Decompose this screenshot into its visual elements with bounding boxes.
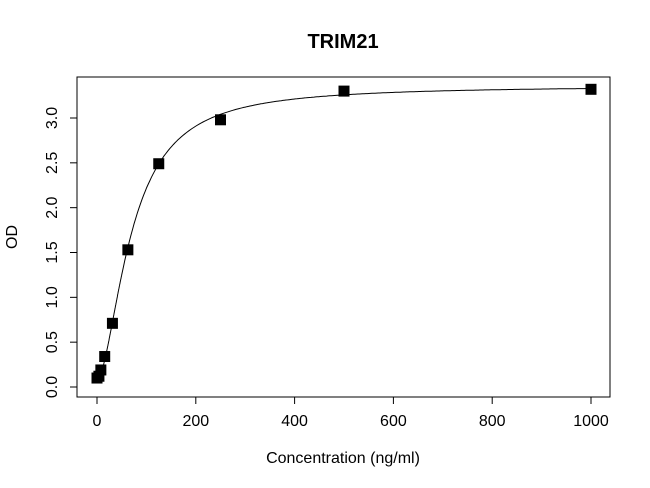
y-tick-label: 1.0 <box>44 286 61 308</box>
data-points <box>91 83 597 384</box>
data-point <box>215 114 226 126</box>
data-point <box>338 85 350 97</box>
y-tick-label: 2.5 <box>44 152 61 174</box>
y-axis: 0.0 0.5 1.0 1.5 2.0 2.5 3.0 <box>44 107 78 398</box>
data-point <box>153 158 165 170</box>
data-point <box>93 370 105 382</box>
x-tick-label: 600 <box>380 413 407 430</box>
y-tick-label: 0.0 <box>44 376 61 398</box>
x-axis: 0 200 400 600 800 1000 <box>93 396 609 430</box>
x-tick-label: 800 <box>479 413 506 430</box>
x-axis-label: Concentration (ng/ml) <box>266 450 420 467</box>
y-tick-label: 0.5 <box>44 331 61 353</box>
data-point <box>106 317 118 329</box>
chart-title: TRIM21 <box>307 31 378 53</box>
y-axis-label: OD <box>4 225 21 249</box>
data-point <box>122 244 134 256</box>
x-tick-label: 1000 <box>573 413 609 430</box>
data-point <box>99 351 111 363</box>
y-tick-label: 2.0 <box>44 196 61 218</box>
data-point <box>585 83 597 95</box>
fit-curve <box>97 88 591 381</box>
x-tick-label: 200 <box>182 413 209 430</box>
y-tick-label: 1.5 <box>44 241 61 263</box>
plot-frame <box>76 76 611 398</box>
x-tick-label: 0 <box>93 413 102 430</box>
y-tick-label: 3.0 <box>44 107 61 129</box>
data-point <box>95 364 107 376</box>
x-tick-label: 400 <box>281 413 308 430</box>
